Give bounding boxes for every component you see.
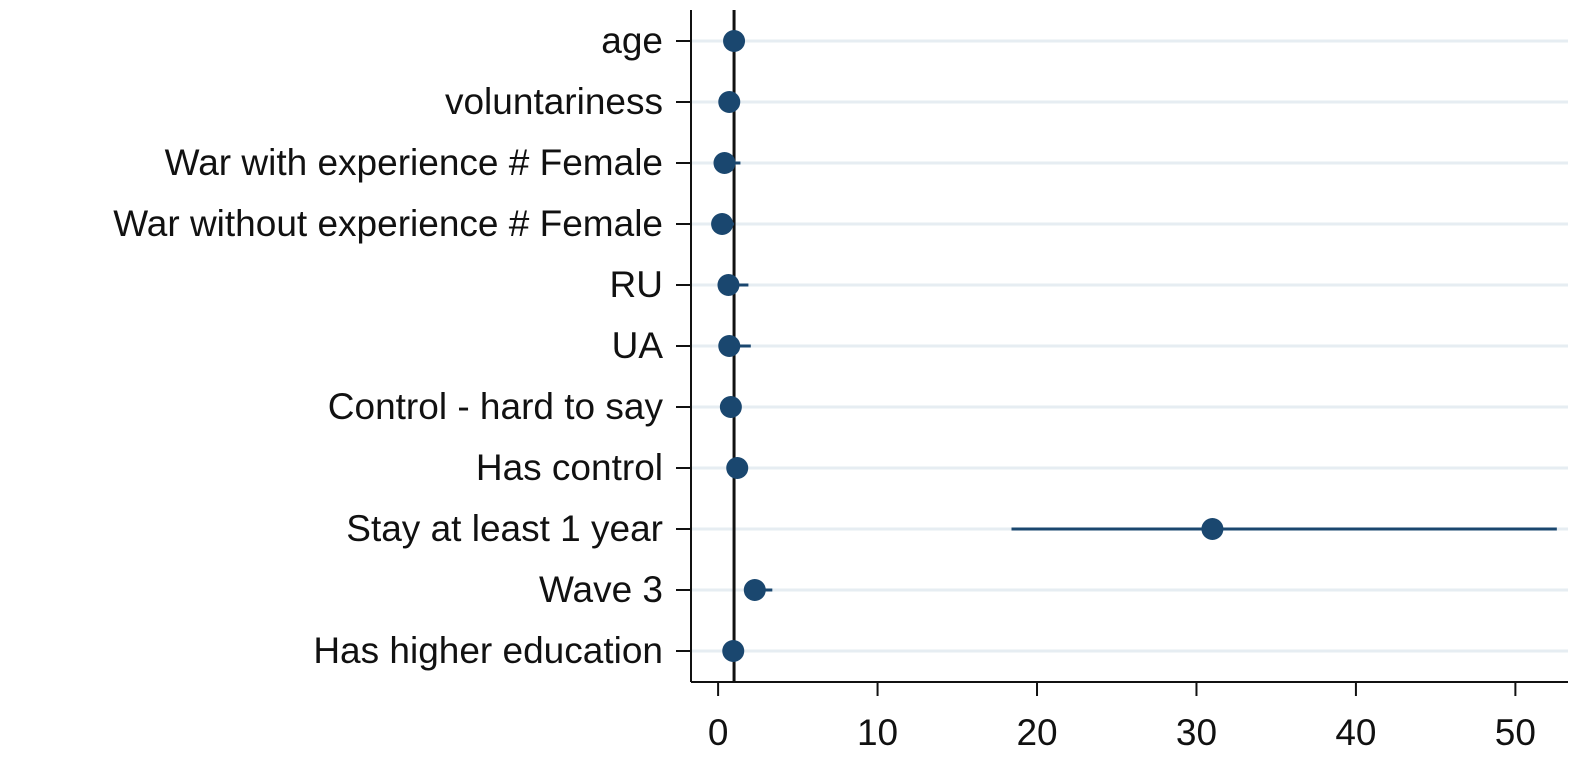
- x-tick-label: 10: [857, 712, 898, 753]
- y-tick-label: Stay at least 1 year: [346, 508, 663, 549]
- point-estimate: [1201, 518, 1224, 540]
- point-estimate: [722, 640, 745, 662]
- point-estimate: [723, 30, 746, 52]
- x-tick-label: 50: [1495, 712, 1536, 753]
- y-tick-label: Control - hard to say: [328, 386, 664, 427]
- point-estimate: [718, 91, 741, 113]
- point-estimate: [719, 396, 742, 418]
- y-tick-label: Has higher education: [313, 630, 663, 671]
- point-estimate: [717, 274, 740, 296]
- y-tick-label: Has control: [476, 447, 663, 488]
- y-tick-label: War with experience # Female: [165, 142, 663, 183]
- point-estimate: [713, 152, 736, 174]
- point-estimate: [726, 457, 749, 479]
- y-tick-label: age: [601, 20, 663, 61]
- x-tick-label: 40: [1335, 712, 1376, 753]
- point-estimate: [711, 213, 734, 235]
- x-tick-label: 20: [1016, 712, 1057, 753]
- point-estimate: [743, 579, 766, 601]
- point-estimate: [718, 335, 741, 357]
- y-tick-label: RU: [610, 264, 663, 305]
- y-tick-label: War without experience # Female: [113, 203, 663, 244]
- x-tick-label: 30: [1176, 712, 1217, 753]
- y-tick-label: UA: [612, 325, 664, 366]
- y-tick-label: Wave 3: [539, 569, 663, 610]
- y-tick-label: voluntariness: [445, 81, 663, 122]
- x-tick-label: 0: [708, 712, 729, 753]
